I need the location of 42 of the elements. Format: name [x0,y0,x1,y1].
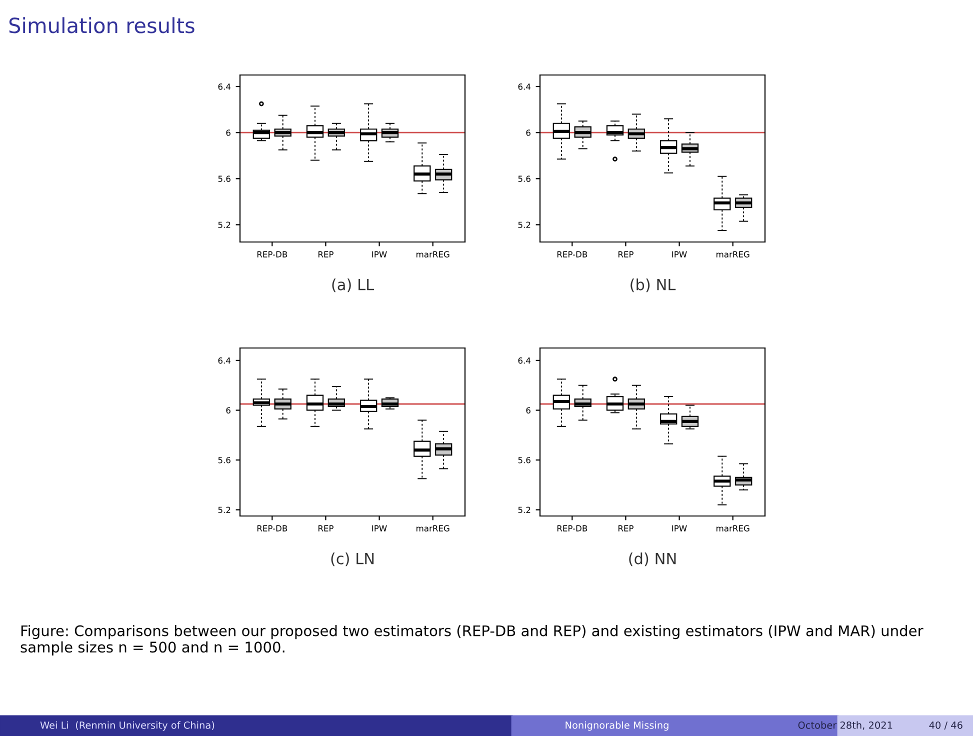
y-tick-label: 5.2 [218,222,230,228]
y-tick-label: 5.6 [218,176,230,182]
x-tick-label: REP [318,525,334,532]
x-tick-label: marREG [716,525,750,532]
x-axis-title: (d) NN [629,552,676,566]
y-tick-label: 6 [526,130,530,136]
text: Figure: Comparisons between our proposed two estimators (REP-DB and REP) and existing estimators (IPW and MAR) under sample sizes n = 500 and n = 1000. [20,625,924,656]
y-tick-label: 5.6 [518,176,530,182]
y-tick-label: 5.6 [218,456,230,464]
y-tick-label: 6.4 [218,84,231,90]
x-tick-label: IPW [372,251,387,258]
y-tick-label: 6.4 [218,357,231,364]
text: Wei Li (Renmin University of China) [40,721,214,731]
y-tick-label: 5.2 [218,506,230,514]
x-tick-label: REP-DB [557,251,588,258]
x-tick-label: REP [618,525,634,532]
x-tick-label: REP [318,251,334,258]
y-tick-label: 5.2 [518,506,530,514]
x-tick-label: marREG [416,525,450,532]
x-tick-label: marREG [716,251,750,258]
text: Nonignorable Missing [566,721,668,731]
x-tick-label: REP-DB [257,525,288,532]
x-axis-title: (c) LN [331,552,374,566]
text: 40 / 46 [929,721,962,730]
chart-title: Simulation results [9,17,194,34]
y-tick-label: 5.2 [518,222,530,228]
x-tick-label: marREG [416,251,450,258]
y-tick-label: 6 [226,407,230,414]
x-tick-label: IPW [672,251,687,258]
x-axis-title: (a) LL [332,278,374,292]
x-tick-label: REP [618,251,634,258]
y-tick-label: 5.6 [518,456,530,464]
text: October 28th, 2021 [798,721,892,730]
x-tick-label: REP-DB [257,251,288,258]
x-axis-title: (b) NL [630,278,676,292]
x-tick-label: IPW [372,525,387,532]
x-tick-label: IPW [672,525,687,532]
y-tick-label: 6.4 [518,84,531,90]
x-tick-label: REP-DB [557,525,588,532]
y-tick-label: 6 [526,407,530,414]
y-tick-label: 6.4 [518,357,531,364]
y-tick-label: 6 [226,130,230,136]
